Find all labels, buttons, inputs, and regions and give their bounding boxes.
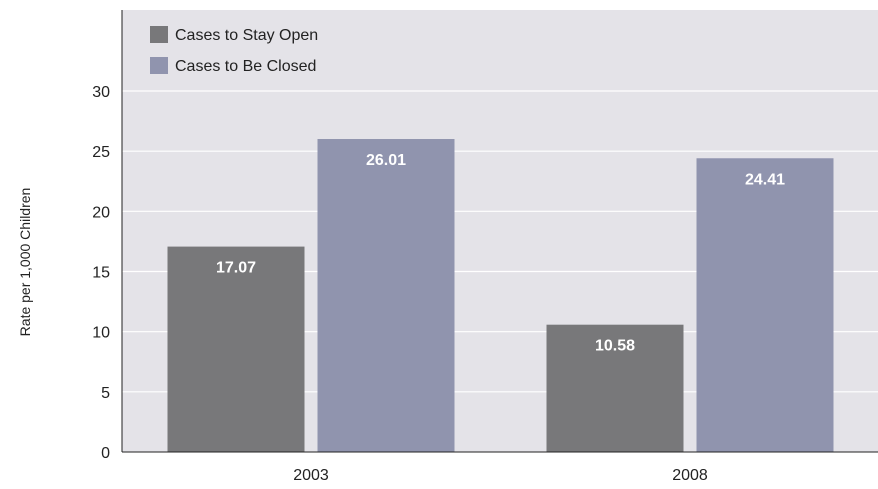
data-labels: 17.07 10.58 26.01 24.41 [216,152,785,355]
bars [167,139,834,452]
bar-data-label: 10.58 [595,338,635,355]
legend-swatch [150,57,168,74]
y-tick-label: 10 [92,325,110,342]
legend-label: Cases to Be Closed [175,58,316,75]
bar [546,324,684,452]
bar-data-label: 17.07 [216,260,256,277]
y-tick-labels: 0 5 10 15 20 25 30 [92,84,110,462]
x-tick-label: 2008 [672,467,708,484]
bar [167,246,305,452]
y-tick-label: 25 [92,144,110,161]
bar-data-label: 24.41 [745,171,785,188]
legend-swatch [150,26,168,43]
bar [317,139,455,452]
y-tick-label: 15 [92,265,110,282]
bar-data-label: 26.01 [366,152,406,169]
y-tick-label: 20 [92,204,110,221]
y-tick-label: 5 [101,385,110,402]
legend: Cases to Stay Open Cases to Be Closed [150,26,318,75]
legend-label: Cases to Stay Open [175,27,318,44]
y-tick-label: 30 [92,84,110,101]
x-tick-labels: 2003 2008 [293,467,708,484]
y-tick-label: 0 [101,445,110,462]
bar [696,158,834,452]
x-tick-label: 2003 [293,467,329,484]
y-axis-label: Rate per 1,000 Children [17,188,33,337]
